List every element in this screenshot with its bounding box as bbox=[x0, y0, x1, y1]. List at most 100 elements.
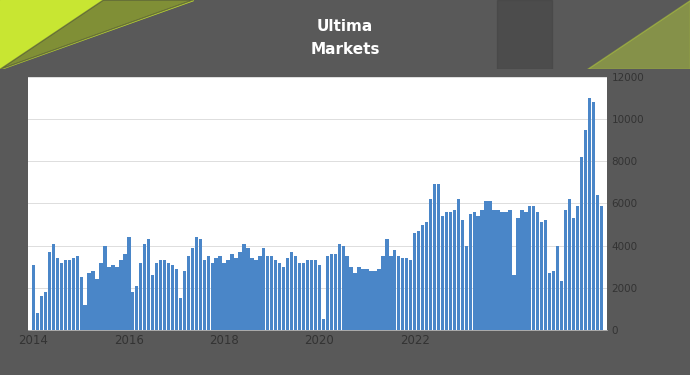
Bar bbox=[310, 260, 313, 330]
Bar bbox=[512, 275, 515, 330]
Polygon shape bbox=[0, 0, 193, 69]
Bar bbox=[493, 210, 495, 330]
Bar bbox=[127, 237, 130, 330]
Bar bbox=[496, 210, 500, 330]
Bar bbox=[235, 258, 237, 330]
Bar bbox=[369, 271, 373, 330]
Bar bbox=[464, 246, 468, 330]
Bar bbox=[544, 220, 547, 330]
Bar bbox=[274, 260, 277, 330]
Bar bbox=[532, 206, 535, 330]
Bar bbox=[226, 260, 230, 330]
Bar bbox=[342, 246, 345, 330]
Bar bbox=[520, 210, 524, 330]
Bar bbox=[95, 279, 99, 330]
Bar bbox=[270, 256, 273, 330]
Bar bbox=[72, 258, 75, 330]
Bar bbox=[433, 184, 436, 330]
Bar bbox=[36, 313, 39, 330]
Bar bbox=[536, 212, 540, 330]
Bar bbox=[556, 246, 560, 330]
Bar bbox=[111, 265, 115, 330]
Bar bbox=[230, 254, 234, 330]
Bar bbox=[250, 258, 254, 330]
Bar bbox=[190, 248, 194, 330]
Bar bbox=[222, 262, 226, 330]
Bar bbox=[59, 262, 63, 330]
Bar bbox=[52, 243, 55, 330]
Polygon shape bbox=[497, 0, 552, 69]
Bar bbox=[461, 220, 464, 330]
Bar bbox=[290, 252, 293, 330]
Bar bbox=[333, 254, 337, 330]
Bar bbox=[326, 256, 329, 330]
Bar bbox=[373, 271, 377, 330]
Bar bbox=[560, 282, 563, 330]
Bar bbox=[139, 262, 142, 330]
Bar bbox=[385, 239, 388, 330]
Bar bbox=[504, 212, 508, 330]
Bar bbox=[187, 256, 190, 330]
Bar bbox=[75, 256, 79, 330]
Text: Markets: Markets bbox=[310, 42, 380, 57]
Bar bbox=[115, 267, 119, 330]
Bar bbox=[528, 206, 531, 330]
Bar bbox=[441, 216, 444, 330]
Bar bbox=[40, 296, 43, 330]
Bar bbox=[389, 256, 393, 330]
Bar bbox=[317, 265, 321, 330]
Bar bbox=[254, 260, 257, 330]
Bar bbox=[425, 222, 428, 330]
Bar bbox=[151, 275, 155, 330]
Bar bbox=[365, 269, 368, 330]
Bar bbox=[330, 254, 333, 330]
Bar bbox=[575, 206, 579, 330]
Bar bbox=[500, 212, 504, 330]
Bar bbox=[143, 243, 146, 330]
Bar bbox=[516, 218, 520, 330]
Bar bbox=[68, 260, 71, 330]
Bar bbox=[448, 212, 452, 330]
Bar bbox=[199, 239, 202, 330]
Bar bbox=[88, 273, 91, 330]
Bar bbox=[445, 212, 448, 330]
Bar bbox=[393, 250, 397, 330]
Bar bbox=[135, 286, 139, 330]
Bar bbox=[469, 214, 472, 330]
Bar bbox=[484, 201, 488, 330]
Bar bbox=[302, 262, 305, 330]
Bar bbox=[206, 256, 210, 330]
Bar bbox=[246, 248, 250, 330]
Bar bbox=[210, 262, 214, 330]
Bar bbox=[107, 267, 110, 330]
Bar bbox=[600, 206, 603, 330]
Bar bbox=[183, 271, 186, 330]
Bar bbox=[588, 98, 591, 330]
Bar bbox=[131, 292, 135, 330]
Bar bbox=[262, 248, 266, 330]
Bar bbox=[540, 222, 544, 330]
Bar bbox=[266, 256, 270, 330]
Bar bbox=[171, 265, 174, 330]
Bar bbox=[163, 260, 166, 330]
Bar bbox=[381, 256, 384, 330]
Bar bbox=[591, 102, 595, 330]
Bar bbox=[429, 199, 432, 330]
Bar bbox=[298, 262, 302, 330]
Bar bbox=[294, 256, 297, 330]
Text: Ultima: Ultima bbox=[317, 19, 373, 34]
Bar bbox=[124, 254, 126, 330]
Bar bbox=[314, 260, 317, 330]
Bar bbox=[568, 199, 571, 330]
Bar bbox=[219, 256, 221, 330]
Bar bbox=[489, 201, 492, 330]
Bar bbox=[349, 267, 353, 330]
Bar bbox=[203, 260, 206, 330]
Bar bbox=[580, 157, 583, 330]
Bar bbox=[175, 269, 178, 330]
Bar bbox=[362, 269, 365, 330]
Bar bbox=[353, 273, 357, 330]
Bar bbox=[564, 210, 567, 330]
Bar bbox=[548, 273, 551, 330]
Bar bbox=[43, 292, 47, 330]
